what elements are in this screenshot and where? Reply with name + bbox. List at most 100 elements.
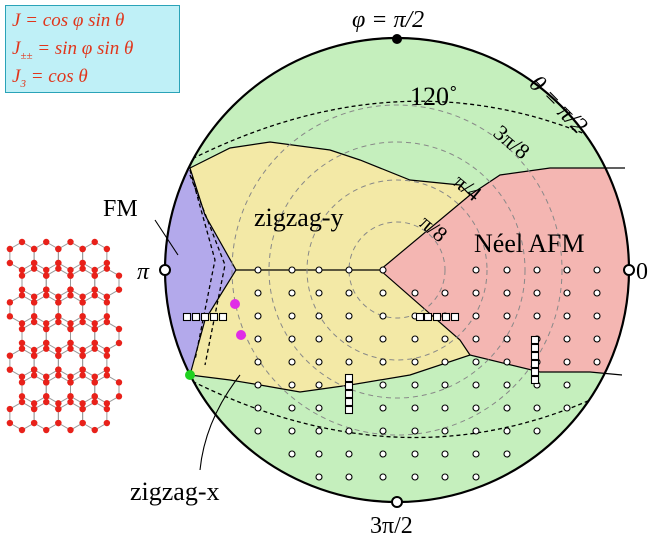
lattice-node xyxy=(79,400,86,407)
sample-point xyxy=(533,266,541,274)
square-markers xyxy=(182,312,540,415)
lattice-hexagon xyxy=(45,374,71,404)
lattice-node xyxy=(91,292,98,299)
sample-point xyxy=(411,358,419,366)
lattice-node xyxy=(79,352,86,359)
sample-point xyxy=(315,266,323,274)
lattice-node xyxy=(79,372,86,379)
square-marker xyxy=(344,381,354,391)
sample-point xyxy=(472,473,480,481)
lattice-node xyxy=(18,393,26,400)
label-pi: π xyxy=(137,259,150,285)
sample-point xyxy=(563,404,571,412)
lattice-node xyxy=(18,320,26,327)
lattice-node xyxy=(30,372,38,379)
sample-point xyxy=(533,312,541,320)
sample-point xyxy=(345,289,353,297)
sample-point xyxy=(503,381,511,389)
lattice-node xyxy=(18,272,26,279)
honeycomb-lattice-icon xyxy=(6,238,123,434)
sample-point xyxy=(472,427,480,435)
sample-point xyxy=(345,358,353,366)
marker-right xyxy=(623,264,635,276)
lattice-node xyxy=(67,373,74,380)
sample-point xyxy=(472,289,480,297)
sample-point xyxy=(441,404,449,412)
sample-point xyxy=(315,404,323,412)
lattice-node xyxy=(115,272,123,279)
label-zigzag-x: zigzag-x xyxy=(130,477,220,506)
lattice-node xyxy=(43,398,50,406)
lattice-node xyxy=(79,405,86,413)
square-marker xyxy=(200,312,210,322)
sample-point xyxy=(593,266,601,274)
lattice-hexagon xyxy=(94,374,120,404)
lattice-node xyxy=(18,286,26,293)
sample-point xyxy=(503,266,511,274)
sample-point xyxy=(441,289,449,297)
square-marker xyxy=(530,367,540,377)
lattice-node xyxy=(30,419,38,427)
lattice-node xyxy=(79,419,86,427)
lattice-node xyxy=(18,426,26,434)
sample-point xyxy=(411,404,419,412)
sample-point xyxy=(254,335,262,343)
lattice-node xyxy=(91,373,98,380)
sample-point xyxy=(288,312,296,320)
sample-point xyxy=(254,427,262,435)
lattice-node xyxy=(103,265,111,272)
sample-point xyxy=(472,266,480,274)
lattice-node xyxy=(30,405,38,413)
formula-legend-box: J = cos φ sin θ J±± = sin φ sin θ J3 = c… xyxy=(5,5,180,93)
lattice-node xyxy=(55,346,62,354)
square-marker xyxy=(344,397,354,407)
sample-point xyxy=(379,358,387,366)
lattice-node xyxy=(103,400,111,407)
lattice-node xyxy=(6,352,14,359)
lattice-node xyxy=(103,299,111,306)
square-marker xyxy=(344,389,354,399)
lattice-node xyxy=(67,393,74,400)
sample-point xyxy=(254,266,262,274)
lattice-hexagon xyxy=(57,401,84,431)
lattice-node xyxy=(79,346,86,354)
label-phi-top: φ = π/2 xyxy=(352,7,424,33)
lattice-node xyxy=(55,313,62,320)
sample-point xyxy=(315,335,323,343)
square-marker xyxy=(530,359,540,369)
lattice-node xyxy=(115,325,123,333)
lattice-hexagon xyxy=(21,374,47,404)
lattice-node xyxy=(55,400,62,407)
sample-point xyxy=(563,312,571,320)
lattice-hexagon xyxy=(9,241,35,271)
sample-point xyxy=(503,404,511,412)
sample-point xyxy=(503,450,511,458)
sample-point xyxy=(593,312,601,320)
lattice-node xyxy=(55,318,62,326)
square-marker xyxy=(530,375,540,385)
lattice-node xyxy=(18,266,26,274)
sample-point xyxy=(288,358,296,366)
lattice-hexagon xyxy=(21,321,47,351)
sample-point xyxy=(288,381,296,389)
sample-point xyxy=(254,289,262,297)
lattice-node xyxy=(91,345,98,352)
sample-point xyxy=(254,312,262,320)
lattice-hexagon xyxy=(33,401,59,431)
sample-point xyxy=(411,473,419,481)
lattice-node xyxy=(30,245,38,253)
square-marker xyxy=(432,312,442,322)
sample-point xyxy=(379,450,387,458)
sample-point xyxy=(472,358,480,366)
label-zigzag-y: zigzag-y xyxy=(254,203,344,232)
lattice-hexagon xyxy=(33,294,59,324)
sample-point xyxy=(379,335,387,343)
sample-point xyxy=(472,312,480,320)
square-marker xyxy=(441,312,451,322)
lattice-node xyxy=(115,286,123,293)
lattice-node xyxy=(6,313,14,320)
fm-pointer xyxy=(154,219,179,256)
marker-left xyxy=(159,264,171,276)
sample-point xyxy=(288,266,296,274)
theta-circles xyxy=(231,104,563,436)
